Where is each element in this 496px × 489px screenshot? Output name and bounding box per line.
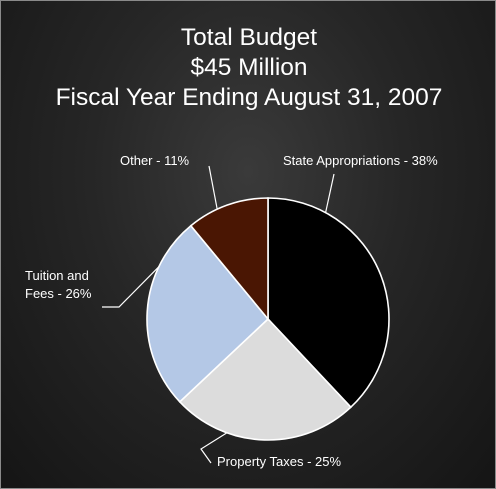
- label-tuition-line2: Fees - 26%: [25, 286, 92, 301]
- label-tuition-line1: Tuition and: [25, 268, 89, 283]
- chart-title-block: Total Budget $45 Million Fiscal Year End…: [1, 23, 495, 113]
- leader-tuition-and-fees: [102, 266, 160, 308]
- pie-slices: [146, 197, 390, 441]
- chart-subtitle-fiscal-year: Fiscal Year Ending August 31, 2007: [55, 84, 443, 111]
- pie-slice-state-appropriations: [267, 197, 390, 409]
- leader-lines: [102, 165, 335, 464]
- chart-subtitle: $45 Million: [190, 54, 308, 81]
- leader-property-taxes: [200, 432, 228, 464]
- label-state-appropriations: State Appropriations - 38%: [283, 153, 438, 168]
- leader-state-appropriations: [325, 173, 335, 213]
- leader-other: [208, 165, 218, 210]
- pie-slice-tuition-and-fees: [146, 224, 270, 403]
- chart-title: Total Budget: [180, 24, 318, 51]
- pie-slice-other: [189, 197, 269, 322]
- pie-slice-property-taxes: [178, 317, 352, 441]
- label-other: Other - 11%: [120, 153, 190, 168]
- label-property-taxes: Property Taxes - 25%: [217, 454, 341, 469]
